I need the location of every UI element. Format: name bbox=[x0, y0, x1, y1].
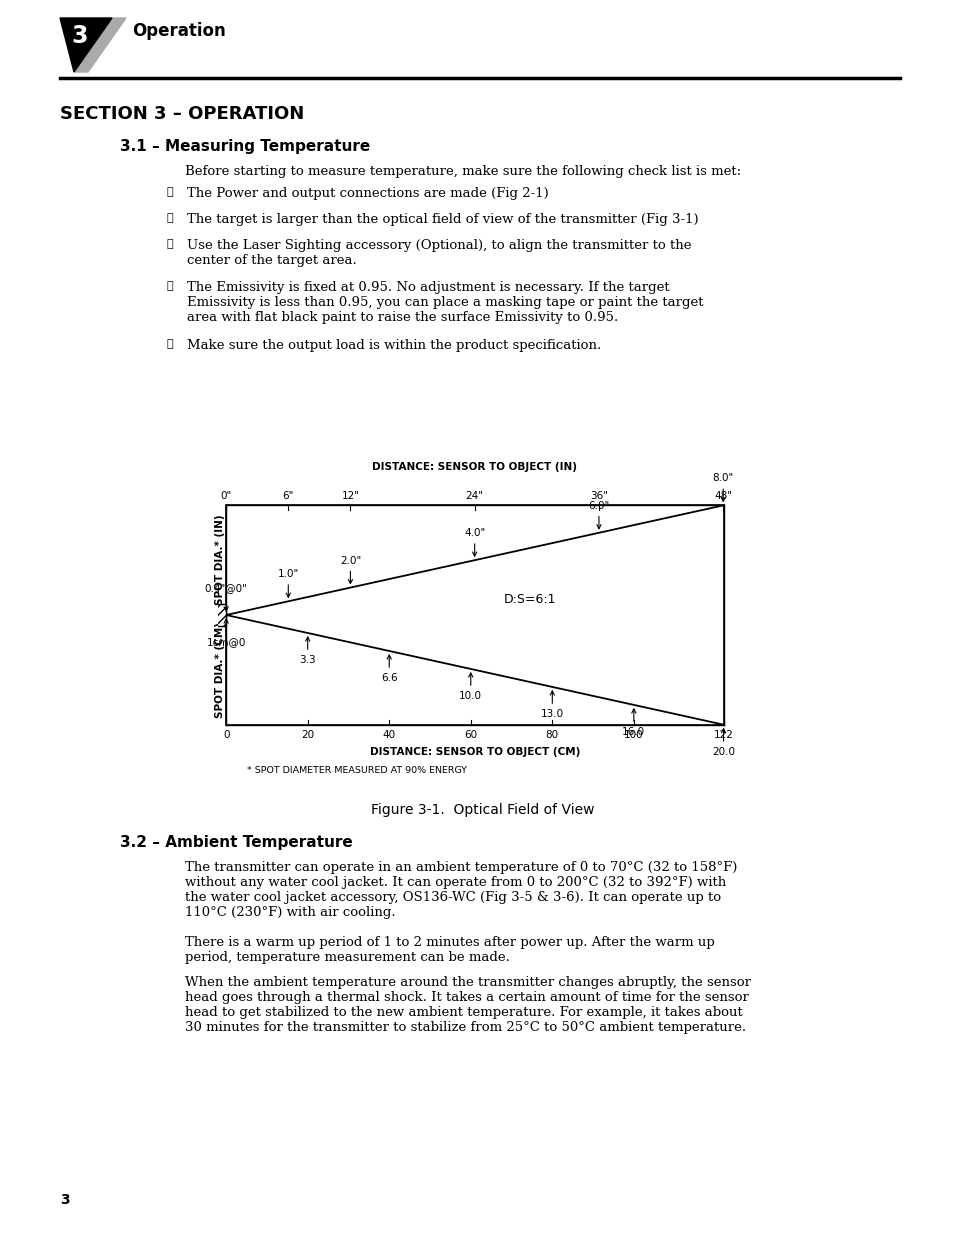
Text: ✔: ✔ bbox=[167, 212, 173, 224]
Text: 0": 0" bbox=[220, 492, 232, 501]
Text: * SPOT DIAMETER MEASURED AT 90% ENERGY: * SPOT DIAMETER MEASURED AT 90% ENERGY bbox=[246, 767, 466, 776]
Text: ✔: ✔ bbox=[167, 338, 173, 350]
Text: D:S=6:1: D:S=6:1 bbox=[503, 593, 556, 606]
Text: 3: 3 bbox=[71, 23, 89, 48]
Text: 20: 20 bbox=[301, 730, 314, 740]
Text: SECTION 3 – OPERATION: SECTION 3 – OPERATION bbox=[60, 105, 304, 124]
Text: 0: 0 bbox=[223, 730, 229, 740]
Text: 100: 100 bbox=[623, 730, 643, 740]
Text: The Power and output connections are made (Fig 2-1): The Power and output connections are mad… bbox=[187, 186, 548, 200]
Text: When the ambient temperature around the transmitter changes abruptly, the sensor: When the ambient temperature around the … bbox=[185, 976, 750, 1034]
Text: ✔: ✔ bbox=[167, 282, 173, 291]
Text: 60: 60 bbox=[464, 730, 476, 740]
Text: 4.0": 4.0" bbox=[463, 529, 485, 556]
Text: Use the Laser Sighting accessory (Optional), to align the transmitter to the
cen: Use the Laser Sighting accessory (Option… bbox=[187, 240, 691, 267]
Text: Make sure the output load is within the product specification.: Make sure the output load is within the … bbox=[187, 338, 600, 352]
Text: 40: 40 bbox=[382, 730, 395, 740]
Text: 3: 3 bbox=[60, 1193, 70, 1207]
Text: 122: 122 bbox=[713, 730, 733, 740]
Polygon shape bbox=[74, 19, 126, 72]
Bar bbox=[152, 604, 197, 626]
Text: Figure 3-1.  Optical Field of View: Figure 3-1. Optical Field of View bbox=[371, 803, 594, 818]
Text: 3.2 – Ambient Temperature: 3.2 – Ambient Temperature bbox=[120, 835, 353, 850]
Text: 1cm@0: 1cm@0 bbox=[206, 619, 246, 647]
Text: ✔: ✔ bbox=[167, 240, 173, 249]
Text: 2.0": 2.0" bbox=[339, 556, 360, 584]
Polygon shape bbox=[60, 19, 112, 72]
Text: DISTANCE: SENSOR TO OBJECT (IN): DISTANCE: SENSOR TO OBJECT (IN) bbox=[372, 462, 577, 473]
Text: 6.0": 6.0" bbox=[588, 501, 609, 529]
Text: 24": 24" bbox=[465, 492, 483, 501]
Text: The transmitter can operate in an ambient temperature of 0 to 70°C (32 to 158°F): The transmitter can operate in an ambien… bbox=[185, 861, 737, 919]
Text: DISTANCE: SENSOR TO OBJECT (CM): DISTANCE: SENSOR TO OBJECT (CM) bbox=[369, 747, 579, 757]
Text: 48": 48" bbox=[714, 492, 732, 501]
Text: 12": 12" bbox=[341, 492, 359, 501]
Text: SPOT DIA.* (CM): SPOT DIA.* (CM) bbox=[214, 622, 225, 718]
Text: SPOT DIA.* (IN): SPOT DIA.* (IN) bbox=[214, 515, 225, 605]
Text: 8.0": 8.0" bbox=[712, 473, 733, 501]
Text: 6.6: 6.6 bbox=[380, 655, 397, 683]
Bar bbox=[197, 604, 226, 626]
Bar bbox=[226, 505, 722, 725]
Text: 3.3: 3.3 bbox=[299, 637, 315, 664]
Text: There is a warm up period of 1 to 2 minutes after power up. After the warm up
pe: There is a warm up period of 1 to 2 minu… bbox=[185, 936, 714, 965]
Text: Before starting to measure temperature, make sure the following check list is me: Before starting to measure temperature, … bbox=[185, 165, 740, 178]
Text: 36": 36" bbox=[589, 492, 607, 501]
Text: 16.0: 16.0 bbox=[621, 709, 645, 737]
Text: The Emissivity is fixed at 0.95. No adjustment is necessary. If the target
Emiss: The Emissivity is fixed at 0.95. No adju… bbox=[187, 282, 702, 324]
Text: 20.0: 20.0 bbox=[711, 729, 734, 757]
Text: ✔: ✔ bbox=[167, 186, 173, 198]
Text: 3.1 – Measuring Temperature: 3.1 – Measuring Temperature bbox=[120, 140, 370, 154]
Text: Operation: Operation bbox=[132, 22, 226, 40]
Text: 80: 80 bbox=[545, 730, 558, 740]
Text: 10.0: 10.0 bbox=[458, 673, 482, 701]
Text: The target is larger than the optical field of view of the transmitter (Fig 3-1): The target is larger than the optical fi… bbox=[187, 212, 698, 226]
Text: 0.4"@0": 0.4"@0" bbox=[205, 583, 248, 611]
Text: 1.0": 1.0" bbox=[277, 569, 298, 598]
Text: 13.0: 13.0 bbox=[540, 690, 563, 719]
Text: 6": 6" bbox=[282, 492, 294, 501]
